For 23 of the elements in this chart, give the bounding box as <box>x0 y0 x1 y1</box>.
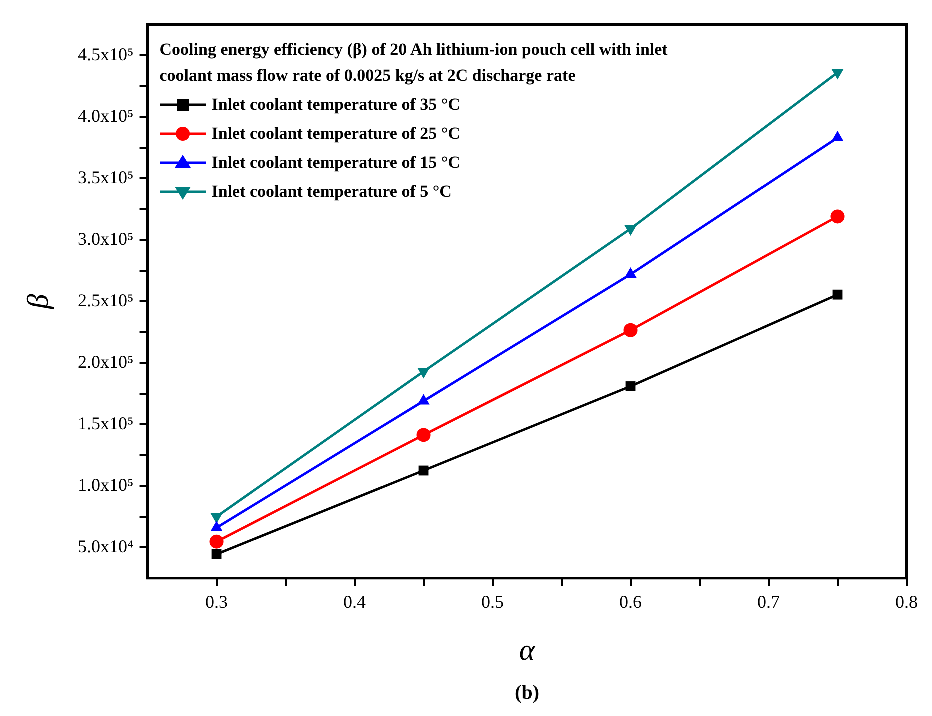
y-tick-label: 4.5x10⁵ <box>78 44 134 64</box>
legend-label: Inlet coolant temperature of 5 °C <box>212 182 452 202</box>
y-tick-label: 1.0x10⁵ <box>78 474 134 495</box>
y-tick-label: 5.0x10⁴ <box>78 536 134 556</box>
text: (b) <box>515 682 540 704</box>
legend-label: Inlet coolant temperature of 25 °C <box>212 124 460 144</box>
x-axis-title: α <box>519 634 536 667</box>
legend-label: Inlet coolant temperature of 35 °C <box>212 95 460 116</box>
y-tick-label: 2.0x10⁵ <box>78 352 134 372</box>
y-tick-label: 4.0x10⁵ <box>78 106 134 126</box>
y-axis-title: β <box>22 294 55 310</box>
legend-label: Inlet coolant temperature of 15 °C <box>212 153 460 174</box>
x-tick-label: 0.4 <box>344 592 366 612</box>
x-tick-label: 0.3 <box>206 592 228 612</box>
y-tick-label: 3.0x10⁵ <box>78 228 134 249</box>
text: Cooling energy efficiency (β) of 20 Ah lithium-ion pouch cell with inlet coolant mass flow rate of 0.0025 kg/s at 2C discharge rate <box>160 38 669 87</box>
x-tick-label: 0.7 <box>758 592 780 612</box>
x-tick-label: 0.6 <box>620 592 642 612</box>
x-tick-label: 0.5 <box>482 592 504 612</box>
y-tick-label: 1.5x10⁵ <box>78 413 134 434</box>
x-tick-label: 0.8 <box>896 592 918 612</box>
y-tick-label: 2.5x10⁵ <box>78 290 134 310</box>
y-tick-label: 3.5x10⁵ <box>78 167 134 188</box>
